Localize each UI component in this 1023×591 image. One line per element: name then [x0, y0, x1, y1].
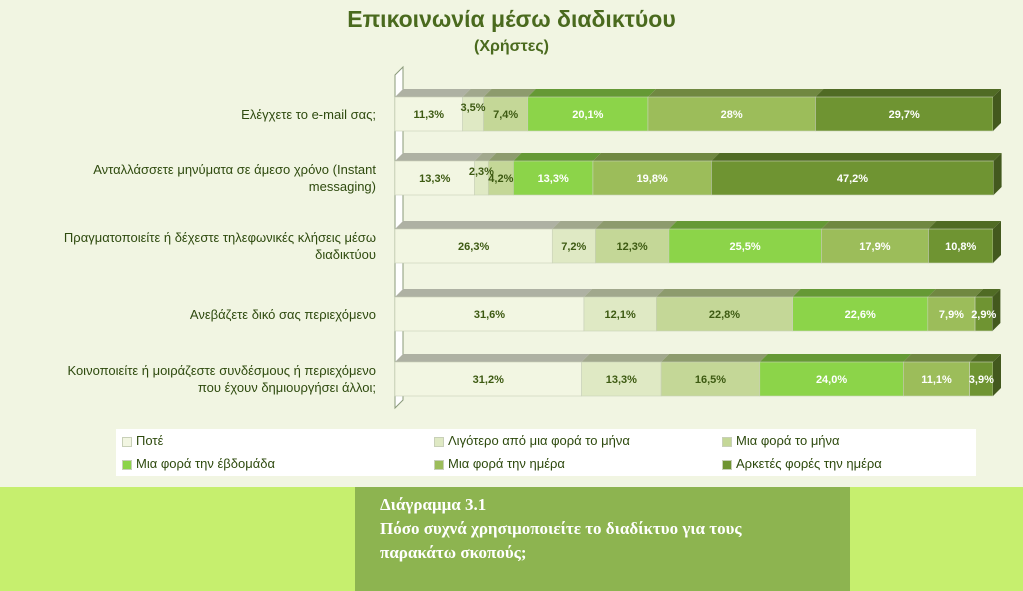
data-label-4-5: 3,9% — [969, 374, 994, 386]
category-label-3: Ανεβάζετε δικό σας περιεχόμενο — [10, 306, 376, 323]
bar-segment-3-4 — [927, 289, 984, 332]
data-label-4-0: 31,2% — [473, 374, 504, 386]
data-label-3-0: 31,6% — [474, 309, 505, 321]
legend-item-2: Μια φορά το μήνα — [722, 433, 840, 448]
category-label-0: Ελέγχετε το e-mail σας; — [10, 106, 376, 123]
category-label-1: Ανταλλάσσετε μηνύματα σε άμεσο χρόνο (In… — [10, 161, 376, 195]
bar-segment-2-1 — [551, 221, 604, 264]
stacked-bar-plot: 11,3% 3,5% 7,4% 20,1% 28% 29,7% 13,3% 2,3%4,2% 1… — [394, 65, 1002, 410]
bar-segment-2-3 — [668, 221, 830, 264]
data-label-2-3: 25,5% — [730, 241, 761, 253]
data-label-0-1: 3,5% — [460, 102, 485, 114]
legend-label-2: Μια φορά το μήνα — [736, 433, 840, 448]
bar-segment-1-1 — [474, 153, 497, 196]
data-label-3-1: 12,1% — [605, 309, 636, 321]
chart-title: Επικοινωνία μέσω διαδικτύου — [347, 6, 676, 32]
bar-segment-1-3 — [513, 153, 601, 196]
bar-segment-4-4 — [902, 354, 978, 397]
data-label-2-0: 26,3% — [458, 241, 489, 253]
figure-caption: Διάγραμμα 3.1 Πόσο συχνά χρησιμοποιείτε … — [355, 487, 850, 591]
bar-segment-0-3 — [527, 89, 656, 132]
bar-segment-0-5 — [815, 89, 1001, 132]
category-label-2-line-1: διαδικτύου — [315, 247, 376, 262]
legend-item-5: Αρκετές φορές την ημέρα — [722, 456, 882, 471]
bar-segment-3-3 — [792, 289, 936, 332]
legend-label-4: Μια φορά την ημέρα — [448, 456, 565, 471]
legend-item-1: Λιγότερο από μια φορά το μήνα — [434, 433, 630, 448]
legend-item-0: Ποτέ — [122, 433, 163, 448]
bar-segment-4-1 — [581, 354, 670, 397]
bar-segment-0-2 — [483, 89, 536, 132]
category-label-2: Πραγματοποιείτε ή δέχεστε τηλεφωνικές κλ… — [10, 229, 376, 263]
legend-label-5: Αρκετές φορές την ημέρα — [736, 456, 882, 471]
data-label-1-2: 4,2% — [488, 173, 513, 185]
bar-segment-2-0 — [394, 221, 561, 264]
bar-segment-3-5 — [974, 289, 1001, 332]
data-label-2-1: 7,2% — [561, 241, 586, 253]
bar-segment-1-4 — [592, 153, 720, 196]
bar-segment-2-5 — [928, 221, 1001, 264]
category-label-0-line-0: Ελέγχετε το e-mail σας; — [241, 106, 376, 122]
bar-segment-4-0 — [394, 354, 590, 397]
data-label-2-4: 17,9% — [859, 241, 890, 253]
bar-segment-3-2 — [656, 289, 801, 332]
bar-segment-2-4 — [821, 221, 937, 264]
caption-text-line-1: Πόσο συχνά χρησιμοποιείτε το διαδίκτυο γ… — [380, 519, 742, 538]
caption-number: Διάγραμμα 3.1 — [380, 495, 487, 514]
data-label-3-5: 2,9% — [971, 309, 996, 321]
category-label-2-line-0: Πραγματοποιείτε ή δέχεστε τηλεφωνικές κλ… — [63, 230, 376, 245]
data-label-0-4: 28% — [721, 109, 743, 121]
data-label-1-0: 13,3% — [419, 173, 450, 185]
bar-segment-0-1 — [462, 89, 492, 132]
caption-text-line-2: παρακάτω σκοπούς; — [380, 543, 527, 562]
bar-segment-4-3 — [759, 354, 912, 397]
data-label-4-1: 13,3% — [606, 374, 637, 386]
data-label-4-2: 16,5% — [695, 374, 726, 386]
bar-segment-2-2 — [595, 221, 677, 264]
data-label-1-5: 47,2% — [837, 173, 868, 185]
data-label-0-0: 11,3% — [413, 109, 444, 121]
chart-subtitle: (Χρήστες) — [474, 38, 549, 55]
legend-swatch-1 — [434, 436, 444, 447]
legend-item-4: Μια φορά την ημέρα — [434, 456, 565, 471]
legend-item-3: Μια φορά την έβδομάδα — [122, 456, 275, 471]
category-label-4-line-0: Κοινοποιείτε ή μοιράζεστε συνδέσμους ή π… — [67, 363, 376, 378]
data-label-3-3: 22,6% — [845, 309, 876, 321]
category-label-3-line-0: Ανεβάζετε δικό σας περιεχόμενο — [189, 306, 376, 322]
data-label-1-1: 2,3% — [469, 166, 494, 178]
bar-segment-3-1 — [583, 289, 665, 332]
data-label-1-4: 19,8% — [637, 173, 668, 185]
bar-segment-0-4 — [647, 89, 824, 132]
category-label-4-line-1: που έχουν δημιουργήσει άλλοι; — [197, 380, 376, 395]
bar-segment-4-2 — [660, 354, 768, 397]
data-label-0-2: 7,4% — [493, 109, 518, 121]
data-label-3-2: 22,8% — [709, 309, 740, 321]
data-label-4-4: 11,1% — [921, 374, 952, 386]
legend-swatch-4 — [434, 459, 444, 470]
bar-segment-3-0 — [394, 289, 592, 332]
data-label-0-5: 29,7% — [889, 109, 920, 121]
category-label-1-line-0: Ανταλλάσσετε μηνύματα σε άμεσο χρόνο (In… — [93, 162, 376, 177]
data-label-0-3: 20,1% — [572, 109, 603, 121]
bar-segment-1-2 — [487, 153, 522, 196]
data-label-1-3: 13,3% — [538, 173, 569, 185]
data-label-2-2: 12,3% — [617, 241, 648, 253]
data-label-3-4: 7,9% — [939, 309, 964, 321]
legend-swatch-2 — [722, 436, 732, 447]
legend-label-3: Μια φορά την έβδομάδα — [136, 456, 276, 471]
bar-segment-4-5 — [969, 354, 1001, 397]
chart-panel: Επικοινωνία μέσω διαδικτύου (Χρήστες) 11… — [0, 0, 1023, 487]
category-label-1-line-1: messaging) — [308, 179, 376, 194]
legend-label-0: Ποτέ — [136, 433, 164, 448]
legend-swatch-3 — [122, 459, 132, 470]
bar-segment-1-0 — [394, 153, 483, 196]
legend-swatch-5 — [722, 459, 732, 470]
legend-label-1: Λιγότερο από μια φορά το μήνα — [448, 433, 630, 448]
data-label-4-3: 24,0% — [816, 374, 847, 386]
legend-swatch-0 — [122, 436, 132, 447]
bar-segment-1-5 — [711, 153, 1002, 196]
data-label-2-5: 10,8% — [945, 241, 976, 253]
legend: Ποτέ Λιγότερο από μια φορά το μήνα Μια φορ… — [116, 429, 976, 476]
category-label-4: Κοινοποιείτε ή μοιράζεστε συνδέσμους ή π… — [10, 362, 376, 396]
